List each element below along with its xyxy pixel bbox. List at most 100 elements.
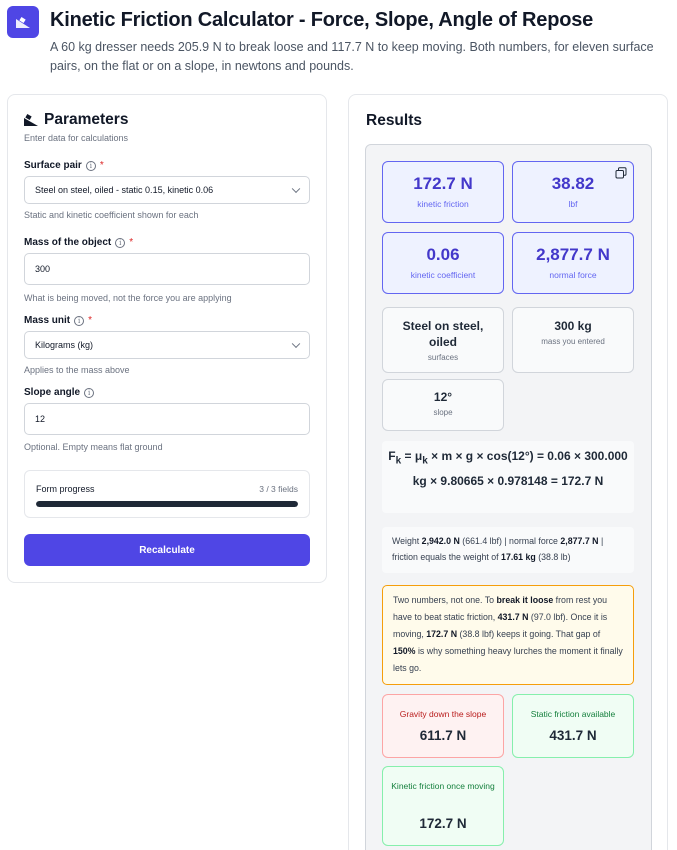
mass-unit-label-text: Mass unit (24, 315, 71, 326)
results-body: 172.7 N kinetic friction 38.82 lbf 0.06 … (365, 144, 652, 850)
formula-subscript: k (395, 455, 402, 467)
mass-label-text: Mass of the object (24, 237, 112, 248)
note-emphasis: 150% (393, 646, 416, 656)
mass-unit-value: Kilograms (kg) (35, 340, 94, 350)
parameters-title: Parameters (44, 111, 129, 128)
info-icon[interactable]: i (115, 237, 126, 248)
surfaces-label: surfaces (427, 353, 459, 362)
required-marker: * (129, 237, 134, 248)
gravity-slope-label: Gravity down the slope (399, 709, 487, 719)
mass-input[interactable]: 300 (24, 253, 310, 285)
form-progress-count: 3 / 3 fields (259, 484, 298, 494)
form-progress-card: Form progress 3 / 3 fields (24, 470, 310, 518)
lbf-card: 38.82 lbf (512, 161, 634, 223)
surfaces-card: Steel on steel, oiled surfaces (382, 307, 504, 373)
kinetic-moving-value: 172.7 N (419, 816, 467, 831)
kinetic-moving-card: Kinetic friction once moving 172.7 N (382, 766, 504, 846)
mass-unit-label: Mass unit i * (24, 315, 92, 326)
note-emphasis: 172.7 N (426, 629, 458, 639)
kinetic-friction-value: 172.7 N (413, 174, 473, 193)
lbf-value: 38.82 (551, 174, 595, 193)
mass-unit-select[interactable]: Kilograms (kg) (24, 331, 310, 359)
form-progress-fill (36, 501, 298, 507)
slope-icon (24, 114, 38, 126)
weight-text: | friction equals the weight of (392, 536, 604, 562)
app-logo (7, 6, 39, 38)
parameters-panel: Parameters Enter data for calculations S… (7, 94, 327, 583)
coefficient-label: kinetic coefficient (410, 270, 476, 280)
note-emphasis: break it loose (496, 595, 554, 605)
mass-label: Mass of the object i * (24, 237, 133, 248)
note-text: (38.8 lbf) keeps it going. That gap of (457, 629, 601, 639)
info-icon[interactable]: i (85, 160, 96, 171)
normal-force-value: 2,877.7 N (536, 245, 610, 264)
page-subtitle: A 60 kg dresser needs 205.9 N to break l… (50, 40, 654, 73)
formula-subscript: k (422, 455, 428, 467)
coefficient-value: 0.06 (426, 245, 460, 264)
surface-pair-select[interactable]: Steel on steel, oiled - static 0.15, kin… (24, 176, 310, 204)
chevron-down-icon (291, 339, 301, 349)
slope-value: 12 (35, 414, 46, 424)
slope-result-value: 12° (433, 390, 453, 404)
note-text: Two numbers, not one. To (393, 595, 497, 605)
page-title: Kinetic Friction Calculator - Force, Slo… (50, 9, 594, 31)
mass-entered-label: mass you entered (541, 337, 605, 346)
kinetic-moving-label: Kinetic friction once moving (391, 781, 495, 791)
copy-icon[interactable] (615, 167, 627, 179)
results-panel: Results 172.7 N kinetic friction 38.82 l… (348, 94, 668, 850)
required-marker: * (99, 160, 104, 171)
kinetic-friction-label: kinetic friction (417, 199, 469, 209)
lbf-label: lbf (568, 199, 578, 209)
page-header: Kinetic Friction Calculator - Force, Slo… (7, 6, 667, 76)
friction-formula: Fk = μk × m × g × cos(12°) = 0.06 × 300.… (382, 441, 634, 513)
slope-card: 12° slope (382, 379, 504, 431)
slope-result-label: slope (433, 408, 453, 417)
parameters-heading: Parameters (24, 111, 128, 129)
surface-pair-hint: Static and kinetic coefficient shown for… (24, 210, 199, 220)
surface-pair-value: Steel on steel, oiled - static 0.15, kin… (35, 185, 214, 195)
mass-entered-card: 300 kg mass you entered (512, 307, 634, 373)
normal-force-inline: 2,877.7 N (560, 536, 599, 546)
weight-text: (661.4 lbf) | normal force (459, 536, 561, 546)
note-text: (97.0 lbf). Once it is moving, (393, 612, 608, 639)
static-friction-label: Static friction available (530, 709, 616, 719)
gravity-slope-card: Gravity down the slope 611.7 N (382, 694, 504, 758)
note-emphasis: 431.7 N (497, 612, 529, 622)
gravity-slope-value: 611.7 N (419, 728, 467, 743)
info-icon[interactable]: i (74, 315, 85, 326)
surface-pair-label: Surface pair i * (24, 160, 104, 171)
weight-text: (38.8 lb) (535, 552, 571, 562)
kinetic-friction-card: 172.7 N kinetic friction (382, 161, 504, 223)
slope-hint: Optional. Empty means flat ground (24, 442, 163, 452)
surfaces-value: Steel on steel, oiled (402, 319, 484, 349)
mass-hint: What is being moved, not the force you a… (24, 293, 232, 303)
formula-rest: × m × g × cos(12°) = 0.06 × 300.000 kg ×… (412, 449, 628, 489)
recalculate-button[interactable]: Recalculate (24, 534, 310, 566)
static-friction-value: 431.7 N (549, 728, 597, 743)
normal-force-card: 2,877.7 N normal force (512, 232, 634, 294)
required-marker: * (88, 315, 93, 326)
weight-summary: Weight 2,942.0 N (661.4 lbf) | normal fo… (382, 527, 634, 573)
static-vs-kinetic-note: Two numbers, not one. To break it loose … (382, 585, 634, 685)
form-progress-label: Form progress (36, 484, 95, 494)
slope-icon (16, 16, 30, 28)
formula-eq: = μ (401, 449, 423, 463)
form-progress-track (36, 501, 298, 507)
chevron-down-icon (291, 184, 301, 194)
slope-label: Slope angle i (24, 387, 95, 398)
results-title: Results (366, 112, 422, 129)
coefficient-card: 0.06 kinetic coefficient (382, 232, 504, 294)
mass-entered-value: 300 kg (554, 319, 592, 333)
info-icon[interactable]: i (84, 387, 95, 398)
weight-text: Weight (392, 536, 422, 546)
mass-unit-hint: Applies to the mass above (24, 365, 130, 375)
mass-value: 300 (35, 264, 51, 274)
static-friction-card: Static friction available 431.7 N (512, 694, 634, 758)
slope-label-text: Slope angle (24, 387, 81, 398)
equivalent-mass: 17.61 kg (501, 552, 536, 562)
normal-force-label: normal force (549, 270, 597, 280)
slope-input[interactable]: 12 (24, 403, 310, 435)
note-text: from rest you have to beat static fricti… (393, 595, 608, 622)
note-text: is why something heavy lurches the momen… (393, 646, 623, 673)
weight-value: 2,942.0 N (421, 536, 460, 546)
